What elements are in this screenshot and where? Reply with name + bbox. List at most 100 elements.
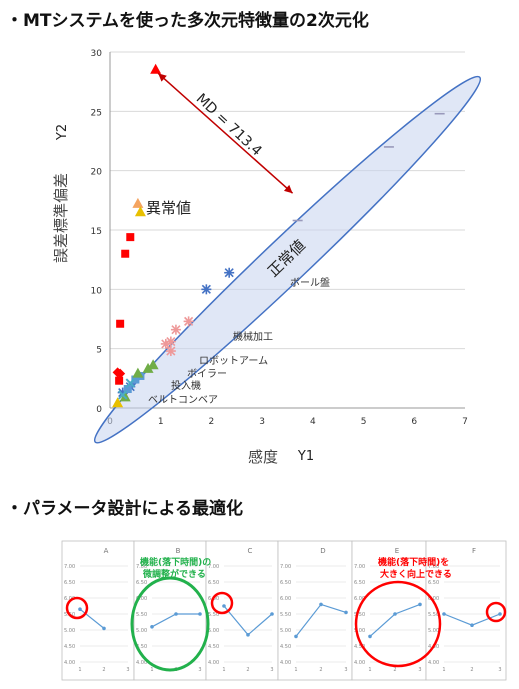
panel-frame — [351, 540, 427, 681]
y-tick-label: 20 — [91, 168, 103, 178]
md-arrow-head — [283, 184, 293, 194]
panel-point — [344, 610, 348, 615]
data-point — [123, 385, 132, 394]
data-point — [150, 63, 162, 74]
panel-x-tick: 2 — [174, 667, 177, 673]
panel-x-tick: 2 — [102, 667, 105, 673]
panel-y-tick: 6.50 — [428, 580, 439, 586]
y-tick-label: 0 — [96, 405, 102, 415]
y-tick-label: 30 — [91, 49, 103, 59]
data-point — [121, 249, 130, 258]
panel-line — [223, 605, 273, 636]
panel-b: B 4.00 4.50 5.00 5.50 6.00 6.50 7.00 1 2 3 — [133, 540, 207, 681]
x-axis-label: 感度 — [248, 448, 278, 466]
x-tick-label: 4 — [310, 417, 316, 427]
panel-y-tick: 5.50 — [354, 612, 365, 618]
data-point — [224, 267, 235, 278]
panel-y-tick: 5.00 — [428, 628, 439, 634]
panel-y-tick: 5.50 — [64, 612, 75, 618]
robot-label: ロボットアーム — [199, 355, 268, 367]
panel-x-tick: 1 — [368, 667, 371, 673]
data-point — [134, 206, 146, 217]
y-tick-label: 15 — [91, 227, 102, 237]
panel-title: E — [395, 547, 399, 555]
panel-line — [295, 603, 347, 637]
data-point — [201, 284, 212, 295]
panel-x-tick: 1 — [222, 667, 225, 673]
panel-point — [393, 612, 397, 616]
panel-y-tick: 6.00 — [136, 596, 147, 602]
panel-x-tick: 1 — [442, 667, 445, 673]
panel-y-tick: 6.50 — [354, 580, 365, 586]
panel-y-tick: 6.50 — [208, 580, 219, 586]
scatter-chart: 05101520253001234567感度誤差標準偏差Y2Y1MD = 713… — [52, 49, 482, 466]
data-point — [132, 367, 144, 378]
panel-point — [418, 602, 422, 607]
data-point-stroke — [184, 316, 194, 326]
data-point — [115, 376, 124, 385]
md-label: MD = 713.4 — [193, 91, 265, 160]
panel-x-tick: 3 — [270, 667, 273, 673]
panel-y-tick: 7.00 — [208, 564, 219, 570]
panel-point — [78, 607, 82, 611]
panel-x-tick: 3 — [126, 667, 129, 673]
highlight-circle-red — [485, 601, 507, 623]
panel-x-tick: 3 — [418, 667, 421, 673]
panel-y-tick: 4.00 — [208, 660, 219, 666]
highlight-circle-red — [65, 596, 89, 620]
panel-x-tick: 2 — [393, 667, 396, 673]
panel-y-tick: 4.50 — [280, 644, 291, 650]
panel-point — [198, 612, 202, 616]
data-point-stroke — [201, 284, 211, 294]
panel-frame — [61, 540, 135, 681]
panel-line — [79, 608, 105, 629]
data-point-stroke — [224, 268, 234, 278]
panel-line — [151, 613, 200, 628]
panel-y-tick: 6.50 — [136, 580, 147, 586]
panel-title: B — [176, 547, 181, 555]
highlight-circle-green — [130, 576, 210, 672]
y-axis-symbol-group: Y2 — [55, 124, 70, 141]
panel-y-tick: 4.50 — [428, 644, 439, 650]
x-tick-label: 1 — [158, 417, 164, 427]
panel-x-tick: 1 — [150, 667, 153, 673]
x-tick-label: 2 — [209, 417, 215, 427]
data-point-stroke — [171, 325, 181, 335]
md-arrow-head — [158, 73, 167, 82]
panel-y-tick: 6.00 — [280, 596, 291, 602]
panel-c: C 4.00 4.50 5.00 5.50 6.00 6.50 7.00 1 2 3 — [205, 540, 279, 681]
data-point-stroke — [161, 339, 171, 349]
panel-x-tick: 2 — [319, 667, 322, 673]
y-axis-label-group: 誤差標準偏差 — [52, 173, 70, 263]
panel-point — [319, 602, 323, 607]
data-point-stroke — [166, 346, 176, 356]
panel-y-tick: 6.50 — [64, 580, 75, 586]
y-tick-label: 10 — [91, 286, 103, 296]
panel-y-tick: 5.00 — [208, 628, 219, 634]
panel-e: E 4.00 4.50 5.00 5.50 6.00 6.50 7.00 1 2 3 — [351, 540, 427, 681]
panel-y-tick: 6.00 — [208, 596, 219, 602]
panel-y-tick: 6.00 — [64, 596, 75, 602]
boiler-label: ボイラー — [187, 368, 227, 380]
panel-y-tick: 4.00 — [280, 660, 291, 666]
panel-frame — [133, 540, 207, 681]
panel-x-tick: 3 — [198, 667, 201, 673]
panel-y-tick: 4.00 — [136, 660, 147, 666]
abnormal-label: 異常値 — [146, 199, 191, 217]
panel-point — [246, 633, 250, 637]
panel-y-tick: 7.00 — [428, 564, 439, 570]
conveyor-label: ベルトコンベア — [148, 394, 218, 406]
panel-x-tick: 3 — [498, 667, 501, 673]
panel-point — [442, 612, 446, 616]
highlight-circle-red — [354, 580, 442, 668]
panel-point — [294, 634, 298, 639]
annotation-red-line2: 大きく向上できる — [380, 568, 452, 580]
panel-y-tick: 4.50 — [208, 644, 219, 650]
panel-y-tick: 7.00 — [64, 564, 75, 570]
md-arrow-line — [157, 72, 294, 194]
panel-y-tick: 6.00 — [354, 596, 365, 602]
panel-line — [443, 613, 501, 626]
panel-y-tick: 5.50 — [428, 612, 439, 618]
data-point-stroke — [117, 390, 128, 400]
panel-y-tick: 5.00 — [64, 628, 75, 634]
